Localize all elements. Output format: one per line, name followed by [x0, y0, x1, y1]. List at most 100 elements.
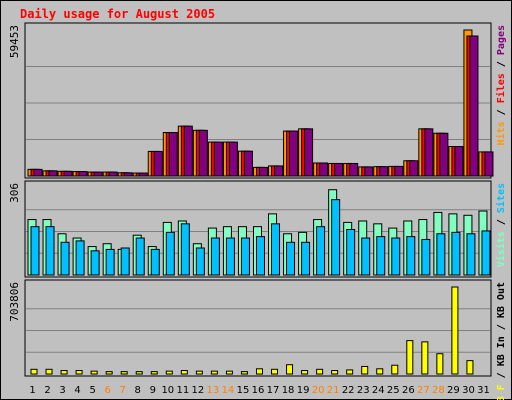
day-label: 25: [387, 385, 400, 396]
day-label: 18: [282, 385, 295, 396]
bar-kb-f: [331, 370, 339, 375]
day-label: 14: [222, 385, 235, 396]
bar-kb-f: [286, 364, 294, 375]
day-label: 3: [59, 385, 65, 396]
side-legend: Hits / Files / Pages: [495, 25, 507, 145]
bar-pages: [153, 150, 163, 177]
bar-pages: [123, 172, 133, 177]
bar-sites: [150, 248, 160, 276]
bar-kb-f: [421, 341, 429, 375]
bar-pages: [484, 151, 494, 177]
bar-pages: [319, 162, 329, 177]
bar-sites: [271, 223, 281, 276]
day-label: 24: [372, 385, 385, 396]
bar-kb-f: [301, 370, 309, 375]
day-label: 13: [207, 385, 220, 396]
bar-kb-f: [105, 371, 113, 375]
panel-hits-files-pages: [24, 22, 492, 179]
bar-pages: [454, 146, 464, 177]
bar-kb-f: [391, 364, 399, 375]
day-label: 27: [417, 385, 430, 396]
bar-pages: [409, 160, 419, 177]
bar-pages: [63, 170, 73, 177]
bar-sites: [135, 237, 145, 276]
bar-kb-f: [361, 365, 369, 375]
bar-kb-f: [210, 370, 218, 375]
day-label: 22: [342, 385, 355, 396]
legend-separator: /: [496, 318, 507, 336]
side-legend: KB F / KB In / KB Out: [496, 282, 507, 400]
bar-sites: [225, 237, 235, 276]
bar-sites: [90, 250, 100, 276]
day-label: 7: [120, 385, 126, 396]
bar-pages: [48, 170, 58, 177]
bar-kb-f: [436, 353, 444, 375]
bar-sites: [361, 237, 371, 276]
bar-pages: [243, 150, 253, 177]
legend-item: Hits: [495, 121, 507, 145]
day-label: 2: [44, 385, 50, 396]
bar-kb-f: [225, 370, 233, 375]
day-label: 23: [357, 385, 370, 396]
bar-kb-f: [90, 370, 98, 375]
bar-pages: [424, 128, 434, 177]
bar-pages: [258, 166, 268, 177]
legend-item: Pages: [496, 25, 507, 55]
day-label: 17: [267, 385, 280, 396]
bar-sites: [391, 237, 401, 276]
bar-kb-f: [60, 370, 68, 375]
legend-item: KB In: [496, 336, 507, 366]
chart-title: Daily usage for August 2005: [20, 7, 216, 21]
legend-item: Visits: [495, 231, 507, 267]
legend-item: KB F: [496, 384, 507, 400]
side-legend: Visits / Sites: [495, 183, 507, 267]
bar-pages: [138, 172, 148, 177]
bar-kb-f: [255, 368, 263, 375]
day-label: 26: [402, 385, 415, 396]
legend-item: Files: [495, 73, 507, 103]
bar-pages: [228, 141, 238, 177]
day-label: 10: [161, 385, 174, 396]
bar-sites: [255, 236, 265, 276]
bar-sites: [60, 241, 70, 276]
bar-sites: [75, 240, 85, 276]
bar-pages: [349, 162, 359, 177]
bar-pages: [213, 141, 223, 177]
bar-kb-f: [466, 360, 474, 375]
day-label: 11: [176, 385, 189, 396]
bar-pages: [334, 162, 344, 177]
bar-pages: [168, 132, 178, 177]
bar-pages: [439, 132, 449, 177]
bar-sites: [376, 236, 386, 276]
bar-pages: [274, 165, 284, 177]
bar-kb-f: [30, 368, 38, 375]
bar-pages: [33, 168, 43, 177]
bar-sites: [346, 229, 356, 276]
legend-separator: /: [496, 366, 507, 384]
day-label: 6: [104, 385, 110, 396]
bar-sites: [286, 241, 296, 276]
bar-pages: [469, 35, 479, 177]
bar-pages: [198, 129, 208, 177]
day-label: 20: [312, 385, 325, 396]
legend-separator: /: [496, 213, 507, 231]
bar-sites: [481, 230, 491, 276]
bar-kb-f: [150, 371, 158, 375]
bar-pages: [394, 165, 404, 177]
day-label: 15: [237, 385, 250, 396]
bar-sites: [240, 237, 250, 276]
bar-sites: [210, 237, 220, 276]
bar-pages: [289, 130, 299, 177]
bar-kb-f: [240, 371, 248, 375]
bar-kb-f: [75, 370, 83, 375]
bar-kb-f: [165, 370, 173, 375]
day-label: 29: [447, 385, 460, 396]
bar-kb-f: [195, 370, 203, 375]
day-label: 28: [432, 385, 445, 396]
bar-kb-f: [180, 370, 188, 375]
bar-kb-f: [45, 368, 53, 375]
bar-pages: [93, 171, 103, 177]
bar-kb-f: [406, 340, 414, 375]
bar-sites: [316, 226, 326, 276]
